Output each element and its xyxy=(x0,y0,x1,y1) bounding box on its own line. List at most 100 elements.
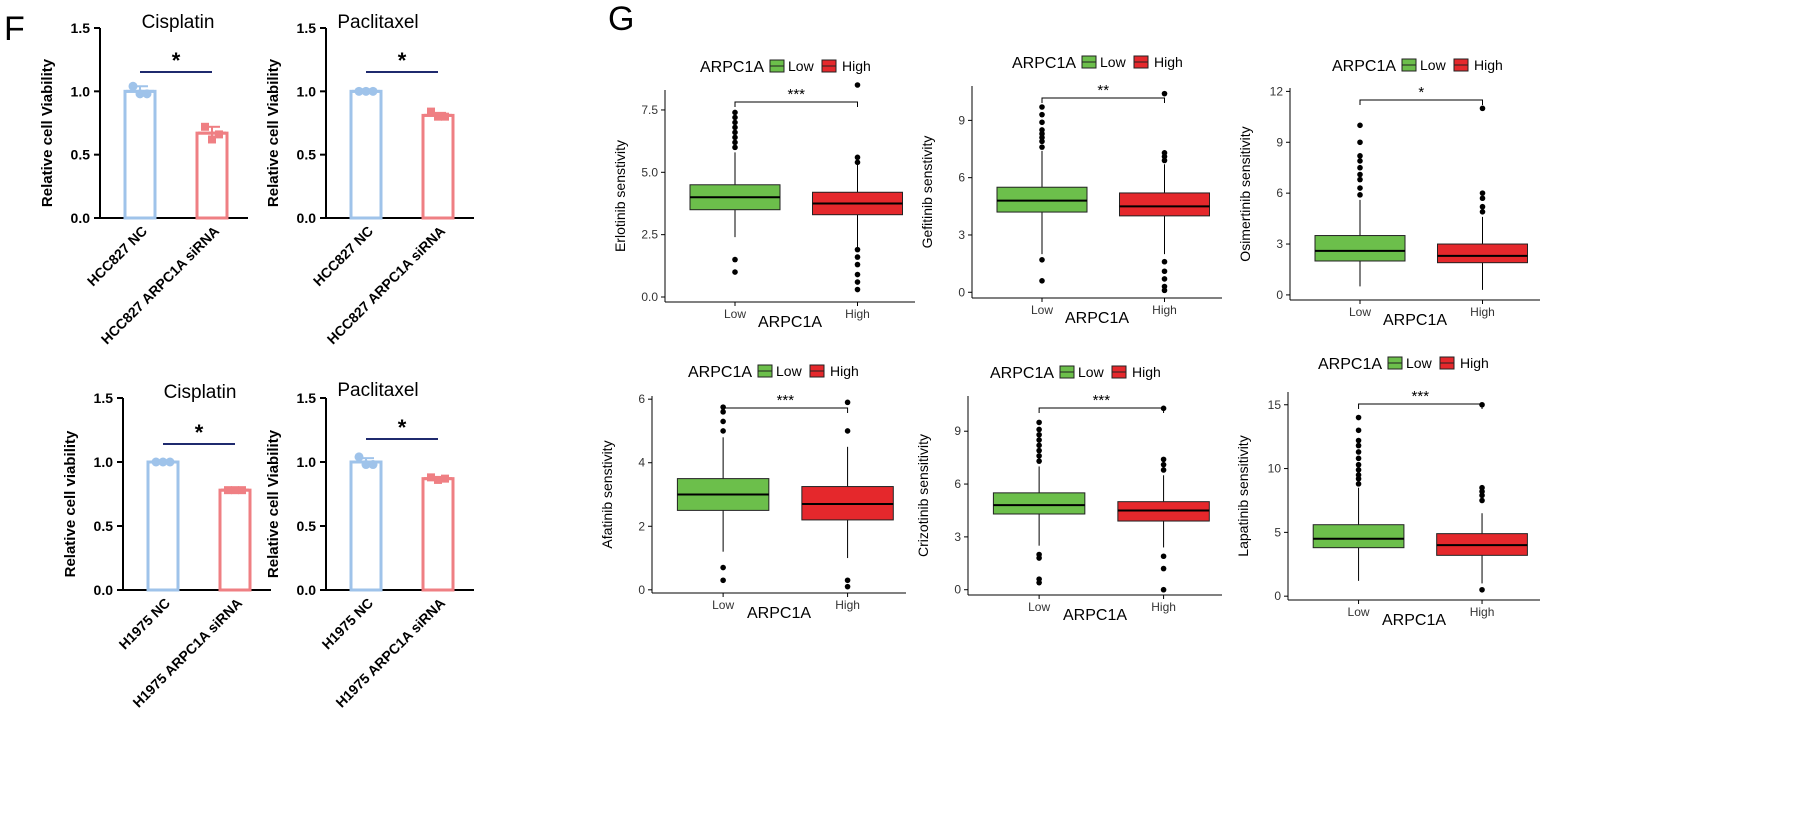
outlier-point xyxy=(1036,576,1042,582)
y-axis-label: Erlotinib senstivity xyxy=(612,140,628,252)
y-tick-label: 0 xyxy=(954,583,961,597)
outlier-point xyxy=(1479,488,1485,495)
significance-label: * xyxy=(398,415,407,440)
significance-label: *** xyxy=(1093,392,1111,409)
outlier-point xyxy=(1479,195,1486,202)
outlier-point xyxy=(732,114,738,121)
outlier-point xyxy=(1357,153,1363,159)
chart-title: Cisplatin xyxy=(164,382,237,403)
legend-title: ARPC1A xyxy=(688,364,752,381)
outlier-point xyxy=(1160,461,1167,468)
outlier-point xyxy=(1036,458,1042,464)
legend-label-low: Low xyxy=(776,363,803,379)
y-tick-label: 10 xyxy=(1268,462,1282,476)
x-tick-label: Low xyxy=(712,598,734,612)
outlier-point xyxy=(844,583,851,590)
bar-sirna xyxy=(195,131,229,220)
x-axis-label: ARPC1A xyxy=(747,605,811,622)
outlier-point xyxy=(720,564,726,571)
y-tick-label: 5.0 xyxy=(641,165,658,179)
outlier-point xyxy=(1355,472,1362,478)
y-tick-label: 1.0 xyxy=(297,83,317,99)
outlier-point xyxy=(1160,586,1167,593)
outlier-point xyxy=(732,129,738,136)
outlier-point xyxy=(1160,467,1167,473)
data-point xyxy=(231,486,239,495)
data-point xyxy=(165,457,175,467)
y-tick-label: 3 xyxy=(958,228,965,242)
outlier-point xyxy=(844,577,851,584)
outlier-point xyxy=(1160,553,1167,560)
data-point xyxy=(215,130,223,139)
legend-title: ARPC1A xyxy=(1318,356,1382,373)
x-axis-label: ARPC1A xyxy=(1063,607,1127,624)
y-axis-label: Relative cell viability xyxy=(62,430,79,577)
outlier-point xyxy=(732,139,738,146)
y-axis-label: Relative cell Viability xyxy=(265,429,282,578)
y-tick-label: 0.0 xyxy=(297,210,317,226)
data-point xyxy=(151,457,161,467)
chart-title: Cisplatin xyxy=(142,12,215,33)
legend-label-high: High xyxy=(842,58,871,74)
box-plot-4: ARPC1A Low High 0 2 4 6 Afatinib senstivity Low H… xyxy=(599,363,906,622)
y-tick-label: 5 xyxy=(1274,525,1281,539)
y-tick-label: 0.5 xyxy=(71,147,91,163)
legend-label-low: Low xyxy=(1078,364,1105,380)
y-axis-label: Afatinib senstivity xyxy=(599,440,615,548)
legend-label-high: High xyxy=(1474,57,1503,73)
panel-label-f: F xyxy=(4,10,25,48)
outlier-point xyxy=(1039,127,1045,133)
data-point xyxy=(354,86,364,96)
outlier-point xyxy=(854,254,861,260)
bar-sirna xyxy=(218,488,252,592)
outlier-point xyxy=(732,256,738,263)
y-tick-label: 0.5 xyxy=(94,518,114,534)
outlier-point xyxy=(732,269,738,275)
significance-label: * xyxy=(398,48,407,73)
outlier-point xyxy=(1357,139,1363,146)
data-point xyxy=(441,112,449,121)
outlier-point xyxy=(720,404,726,410)
outlier-point xyxy=(1039,104,1045,110)
outlier-point xyxy=(1357,122,1363,129)
y-tick-label: 0 xyxy=(1274,589,1281,603)
y-axis-label: Lapatinib sensitivity xyxy=(1235,435,1251,556)
category-label: HCC827 NC xyxy=(310,223,376,289)
outlier-point xyxy=(732,119,738,126)
outlier-point xyxy=(854,271,861,278)
charts-container: Cisplatin 0.0 0.5 1.0 1.5 Relative cell Viabi… xyxy=(39,12,1540,710)
outlier-point xyxy=(1161,276,1168,282)
y-tick-label: 2.5 xyxy=(641,228,658,242)
outlier-point xyxy=(854,246,861,253)
significance-label: *** xyxy=(787,86,805,103)
outlier-point xyxy=(1036,551,1042,558)
data-point xyxy=(368,86,378,96)
significance-bracket xyxy=(1358,403,1483,409)
category-label: HCC827 ARPC1A siRNA xyxy=(324,223,448,347)
significance-bracket xyxy=(1038,407,1165,413)
y-tick-label: 0.0 xyxy=(71,210,91,226)
y-tick-label: 0 xyxy=(1276,288,1283,302)
outlier-point xyxy=(732,134,738,141)
data-point xyxy=(238,486,246,495)
outlier-point xyxy=(1355,437,1362,444)
outlier-point xyxy=(1355,467,1362,473)
outlier-point xyxy=(1039,257,1045,263)
box-low xyxy=(1312,524,1405,549)
y-tick-label: 1.5 xyxy=(71,20,91,36)
category-label: HCC827 ARPC1A siRNA xyxy=(98,223,222,347)
category-label: H1975 NC xyxy=(116,595,174,653)
outlier-point xyxy=(1036,437,1042,443)
x-tick-label: Low xyxy=(1028,600,1050,614)
data-point xyxy=(361,460,371,470)
y-tick-label: 1.5 xyxy=(94,390,114,406)
outlier-point xyxy=(854,154,861,161)
box-high xyxy=(1437,243,1528,264)
y-tick-label: 0.5 xyxy=(297,518,317,534)
bar-nc xyxy=(349,460,383,592)
data-point xyxy=(135,89,145,99)
box-plot-1: ARPC1A Low High 0.0 2.5 5.0 7.5 Erlotinib senst… xyxy=(612,58,915,331)
box-plot-2: ARPC1A Low High 0 3 6 9 Gefitinib senstivity Low… xyxy=(919,54,1222,327)
y-tick-label: 0 xyxy=(958,285,965,299)
significance-label: * xyxy=(172,48,181,73)
